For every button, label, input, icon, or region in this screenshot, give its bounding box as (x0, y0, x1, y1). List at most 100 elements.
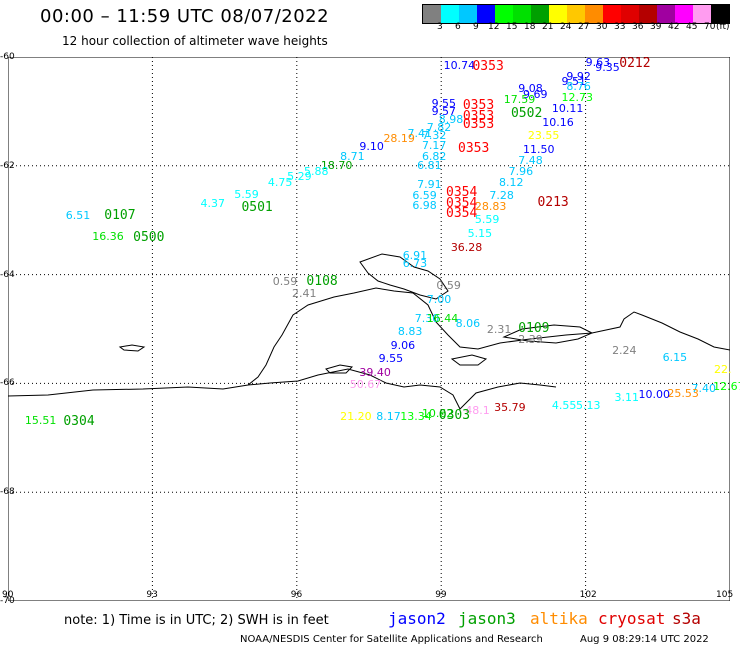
swh-value-label: 9.06 (390, 338, 416, 352)
colorbar-label: 36 (632, 22, 644, 32)
swh-value-label: 5.59 (474, 212, 500, 226)
pass-time-label: 0354 (446, 185, 478, 201)
pass-time-label: 0353 (462, 109, 495, 125)
pass-time-label: 0213 (537, 194, 569, 210)
pass-time-label: 0353 (458, 141, 490, 157)
antarctic-coastline (7, 287, 731, 397)
swh-value-label: 2.41 (291, 287, 317, 301)
colorbar-label: 15 (506, 22, 518, 32)
swh-value-label: 5.13 (575, 398, 601, 412)
credit-text: NOAA/NESDIS Center for Satellite Applica… (240, 634, 543, 645)
colorbar-swatch (693, 5, 711, 23)
colorbar-swatch (567, 5, 585, 23)
pass-time-label: 0354 (446, 205, 478, 221)
swh-value-label: 10.62 (421, 406, 454, 420)
colorbar-swatch (459, 5, 477, 23)
swh-value-label: 48.1 (465, 404, 490, 418)
pass-time-label: 0501 (241, 200, 273, 216)
swh-value-label: 6.51 (65, 209, 91, 223)
swh-value-label: 4.37 (200, 197, 226, 211)
colorbar-swatch (657, 5, 675, 23)
colorbar-swatch (441, 5, 459, 23)
swh-value-label: 11.50 (523, 143, 555, 157)
shackleton-ice-shelf-outline (359, 253, 449, 300)
pass-time-label: 0304 (63, 413, 95, 429)
colorbar-label: 70 (704, 22, 716, 32)
swh-value-label: 21.20 (340, 409, 372, 423)
colorbar-swatch (585, 5, 603, 23)
swh-value-label: 8.98 (438, 113, 464, 127)
coast-lower-segment (247, 368, 557, 410)
swh-value-label: 9.55 (431, 96, 457, 110)
swh-value-label: 9.10 (359, 140, 384, 154)
ice-shelf-small (118, 344, 146, 352)
satellite-legend-jason3: jason3 (458, 609, 516, 628)
swh-value-label: 8.76 (566, 80, 591, 94)
colorbar-swatch (495, 5, 513, 23)
swh-value-label: 6.81 (417, 159, 442, 173)
swh-value-label: 8.12 (498, 175, 524, 189)
pass-time-label: 0108 (306, 273, 338, 289)
coastline (7, 253, 731, 410)
swh-value-label: 16.36 (92, 230, 124, 244)
swh-value-label: 13.34 (400, 409, 432, 423)
swh-value-label: 9.63 (585, 56, 611, 69)
swh-value-label: 2.24 (612, 344, 637, 358)
colorbar-swatch (675, 5, 693, 23)
lon-tick-label: 90 (2, 590, 14, 600)
footer-note: note: 1) Time is in UTC; 2) SWH is in fe… (64, 613, 329, 628)
swh-value-label: 5.29 (287, 170, 312, 184)
swh-value-label: 5.15 (467, 227, 493, 241)
colorbar (422, 4, 730, 24)
swh-value-label: 9.08 (518, 82, 543, 96)
colorbar-swatch (621, 5, 639, 23)
swh-value-label: 9.35 (595, 61, 620, 75)
swh-value-label: 9.51 (561, 75, 587, 89)
swh-value-label: 10.11 (551, 102, 584, 116)
swh-value-label: 7.91 (417, 178, 442, 192)
colorbar-swatch (549, 5, 567, 23)
lon-tick-label: 105 (716, 590, 734, 600)
swh-value-label: 10.74 (443, 58, 476, 72)
pass-time-label: 0502 (510, 106, 543, 122)
swh-value-label: 6.98 (412, 198, 437, 212)
colorbar-label: 12 (488, 22, 500, 32)
map-panel[interactable]: 90 93 96 99 102 105 -60 -62 -64 -66 -68 -70 10.74 9.… (0, 53, 740, 606)
swh-value-label: 7.28 (489, 189, 514, 203)
swh-value-label: 7.41 (407, 126, 433, 140)
swh-value-label: 7.17 (421, 138, 447, 152)
colorbar-label: 6 (455, 22, 461, 32)
colorbar-label: 3 (437, 22, 443, 32)
lon-tick-label: 96 (290, 590, 303, 600)
swh-value-label: 2.31 (486, 322, 512, 336)
swh-value-label: 7.96 (508, 164, 534, 178)
timestamp-text: Aug 9 08:29:14 UTC 2022 (580, 634, 709, 645)
colorbar-label: 9 (473, 22, 479, 32)
swh-value-label: 50.67 (349, 378, 382, 392)
swh-value-label: 10.00 (638, 387, 671, 401)
colorbar-label: 39 (650, 22, 662, 32)
swh-value-label: 28.83 (474, 200, 507, 214)
swh-value-label: 6.15 (662, 350, 688, 364)
swh-value-label: 39.40 (359, 366, 391, 380)
colorbar-label: 21 (542, 22, 554, 32)
lon-tick-label: 102 (579, 590, 597, 600)
swh-value-label: 6.82 (421, 149, 447, 163)
swh-value-label: 5.59 (234, 187, 259, 201)
swh-value-label: 10.16 (542, 115, 574, 129)
pass-time-label: 0353 (472, 58, 504, 74)
swh-value-label: 18.70 (320, 159, 353, 173)
pass-time-label: 0353 (462, 116, 495, 132)
colorbar-label: 24 (560, 22, 572, 32)
colorbar-label: 45 (686, 22, 698, 32)
pass-time-label: 0212 (619, 56, 651, 71)
swh-value-label: 8.17 (376, 409, 401, 423)
ice-shelf-blob (502, 324, 594, 344)
pass-time-label: 0107 (104, 208, 136, 224)
colorbar-swatch (531, 5, 549, 23)
colorbar-label: 42 (668, 22, 680, 32)
pass-time-label: 0109 (518, 321, 550, 337)
colorbar-label: 30 (596, 22, 608, 32)
swh-value-label: 7.48 (518, 153, 543, 167)
lat-tick-label: -68 (0, 487, 15, 498)
